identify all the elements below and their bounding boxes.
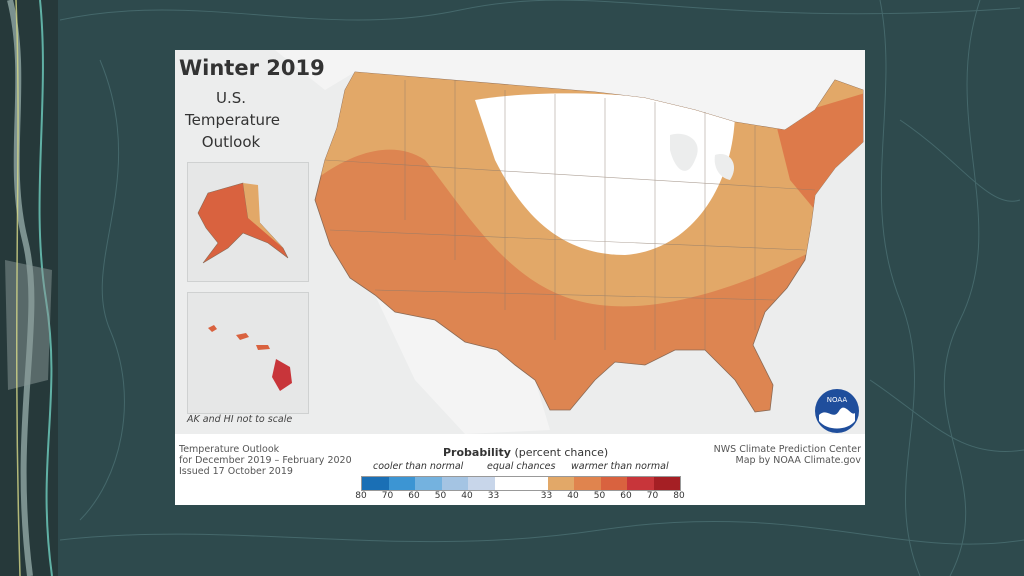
- left-decorative-strip: [0, 0, 58, 576]
- legend-tick-label: 40: [567, 491, 579, 501]
- probability-title: Probability (percent chance): [443, 446, 609, 459]
- legend-swatch: [627, 477, 654, 490]
- svg-text:NOAA: NOAA: [827, 396, 848, 404]
- legend-tick-label: 80: [673, 491, 685, 501]
- alaska-inset: [187, 162, 309, 282]
- legend-area: Temperature Outlook for December 2019 – …: [175, 434, 865, 505]
- legend-tick-label: 80: [355, 491, 367, 501]
- noaa-logo: NOAA: [815, 389, 859, 433]
- legend-tick-label: 50: [593, 491, 606, 501]
- legend-tick-label: 60: [620, 491, 632, 501]
- legend-swatch: [521, 477, 548, 490]
- legend-swatch: [441, 477, 468, 490]
- legend-tick-label: 40: [461, 491, 473, 501]
- legend-tick-label: 70: [381, 491, 394, 501]
- legend-swatch: [415, 477, 442, 490]
- legend-tick-label: 33: [540, 491, 553, 501]
- probability-color-bar: [361, 476, 681, 491]
- legend-swatch: [653, 477, 680, 490]
- legend-tick-label: 33: [487, 491, 500, 501]
- outlook-map-card: Winter 2019 U.S. Temperature Outlook AK …: [175, 50, 865, 505]
- legend-swatch: [468, 477, 495, 490]
- cooler-label: cooler than normal: [373, 461, 464, 472]
- hawaii-inset: [187, 292, 309, 414]
- outlook-info: Temperature Outlook for December 2019 – …: [179, 444, 352, 477]
- credits: NWS Climate Prediction Center Map by NOA…: [713, 444, 861, 466]
- legend-tick-label: 60: [408, 491, 420, 501]
- legend-swatch: [574, 477, 601, 490]
- great-lakes: [670, 133, 698, 171]
- legend-tick-label: 50: [434, 491, 447, 501]
- legend-tick-label: 70: [646, 491, 659, 501]
- equal-chances-label: equal chances: [487, 461, 556, 472]
- legend-swatch: [362, 477, 389, 490]
- scale-note: AK and HI not to scale: [187, 414, 293, 425]
- legend-swatch: [388, 477, 415, 490]
- legend-swatch: [547, 477, 574, 490]
- warmer-label: warmer than normal: [571, 461, 669, 472]
- alaska-shape: [197, 182, 289, 264]
- map-subtitle: U.S. Temperature Outlook: [185, 89, 281, 151]
- legend-swatch: [600, 477, 627, 490]
- temperature-outlook-map: [275, 50, 865, 434]
- hawaii-shape: [272, 359, 292, 391]
- mexico-landmass: [375, 295, 550, 434]
- map-title: Winter 2019: [179, 56, 325, 80]
- legend-swatch: [494, 477, 521, 490]
